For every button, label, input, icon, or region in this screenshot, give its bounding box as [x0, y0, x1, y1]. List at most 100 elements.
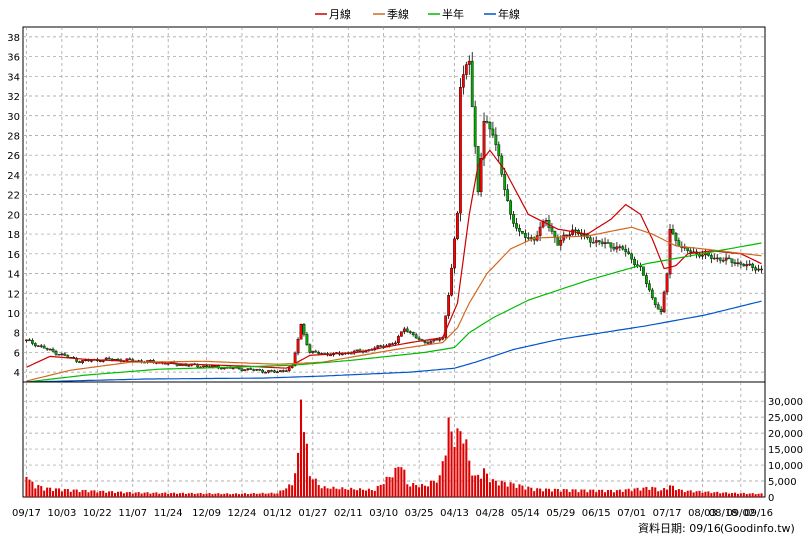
volume-bar [164, 492, 167, 497]
date-tick-label: 12/09 [192, 508, 221, 519]
candle-body [668, 228, 672, 275]
volume-bar [745, 494, 748, 497]
volume-bar [140, 493, 143, 497]
candle-body [459, 87, 462, 214]
candle-body [653, 297, 657, 305]
candle-body [733, 262, 737, 264]
volume-bar [211, 494, 214, 497]
volume-bar [450, 431, 453, 497]
volume-bar [592, 489, 595, 497]
volume-bar [733, 492, 736, 497]
volume-tick-label: 20,000 [768, 429, 803, 440]
volume-bar [273, 493, 276, 497]
volume-bar [612, 492, 615, 497]
volume-bar [654, 487, 657, 497]
candle-body [255, 369, 259, 371]
volume-bar [716, 491, 719, 497]
volume-bar [308, 476, 311, 497]
date-tick-label: 03/25 [405, 508, 434, 519]
candle-body [727, 257, 731, 260]
candle-body [30, 340, 34, 344]
candle-body [707, 252, 710, 256]
volume-bar [28, 479, 31, 497]
candle-body [739, 262, 743, 265]
candle-body [299, 324, 303, 340]
volume-bar [739, 493, 742, 497]
price-tick-label: 20 [7, 210, 20, 221]
date-tick-label: 10/22 [83, 508, 112, 519]
volume-bar [666, 489, 669, 497]
volume-bar [184, 493, 187, 497]
volume-bar [680, 489, 683, 497]
candle-body [659, 308, 663, 313]
candle-body [267, 370, 270, 373]
candle-body [568, 234, 572, 236]
volume-gridlines [23, 382, 765, 497]
candle-body [54, 351, 58, 355]
volume-bar [751, 493, 754, 497]
date-tick-label: 09/17 [12, 508, 41, 519]
candle-body [36, 345, 40, 347]
volume-bar [406, 484, 409, 497]
volume-bar [704, 491, 707, 497]
volume-bar [728, 493, 731, 497]
candle-body [104, 357, 108, 360]
volume-bar [512, 483, 515, 497]
candle-body [296, 339, 300, 354]
volume-bar [232, 493, 235, 497]
volume-bar [267, 493, 270, 497]
volume-bar [601, 489, 604, 497]
volume-bar [438, 475, 441, 497]
volume-bar [87, 492, 90, 497]
candle-body [470, 60, 474, 107]
volume-bar [435, 482, 438, 497]
volume-bar [367, 488, 370, 497]
volume-bar [376, 485, 379, 497]
volume-bar [90, 490, 93, 497]
candle-body [633, 258, 636, 265]
date-tick-label: 11/07 [118, 508, 147, 519]
volume-bar [415, 484, 418, 497]
volume-bar [199, 492, 202, 497]
candle-body [308, 344, 312, 353]
volume-bar [471, 475, 474, 497]
volume-bar [565, 489, 568, 497]
candle-body [414, 334, 418, 339]
candle-body [523, 233, 527, 238]
candle-body [674, 232, 678, 241]
date-tick-label: 08/03 [688, 508, 717, 519]
candle-body [715, 257, 719, 260]
volume-bar [122, 493, 125, 497]
volume-bar [642, 487, 645, 497]
candle-body [450, 267, 453, 296]
candle-body [509, 200, 512, 215]
volume-bar [530, 487, 533, 497]
candle-body [264, 372, 267, 374]
volume-bar [686, 490, 689, 497]
candle-body [645, 275, 648, 284]
candle-body [588, 237, 592, 243]
candle-body [214, 365, 217, 367]
date-tick-label: 01/27 [298, 508, 327, 519]
volume-bar [509, 482, 512, 497]
volume-bar [37, 484, 40, 497]
volume-bar [137, 492, 140, 497]
volume-bar [423, 485, 427, 497]
candle-body [606, 242, 610, 244]
volume-bar [173, 492, 176, 497]
volume-bar [314, 478, 317, 497]
candle-body [48, 348, 52, 351]
date-tick-label: 03/10 [369, 508, 398, 519]
candle-body [642, 266, 645, 276]
candle-body [482, 121, 486, 159]
volume-bar [373, 490, 376, 497]
candle-body [202, 365, 205, 368]
candle-body [618, 246, 622, 248]
volume-bar [468, 460, 471, 497]
volume-bar [370, 490, 373, 497]
volume-bar [651, 486, 654, 497]
volume-bar [539, 488, 542, 497]
candle-body [107, 357, 111, 360]
volume-bar [677, 489, 680, 497]
